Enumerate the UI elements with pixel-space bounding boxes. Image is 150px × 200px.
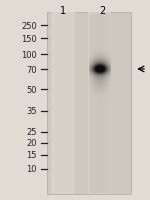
Bar bbox=[88, 13, 111, 194]
Text: 15: 15 bbox=[26, 151, 37, 159]
Text: 100: 100 bbox=[21, 51, 37, 59]
Text: 250: 250 bbox=[21, 22, 37, 30]
Bar bbox=[47, 13, 131, 194]
Text: 150: 150 bbox=[21, 35, 37, 43]
Text: 50: 50 bbox=[26, 86, 37, 94]
Text: 70: 70 bbox=[26, 66, 37, 74]
Text: 1: 1 bbox=[60, 6, 66, 16]
Text: 20: 20 bbox=[26, 139, 37, 147]
Bar bbox=[51, 13, 75, 194]
Text: 25: 25 bbox=[26, 128, 37, 136]
Text: 35: 35 bbox=[26, 107, 37, 115]
Text: 10: 10 bbox=[26, 165, 37, 173]
Text: 2: 2 bbox=[99, 6, 105, 16]
